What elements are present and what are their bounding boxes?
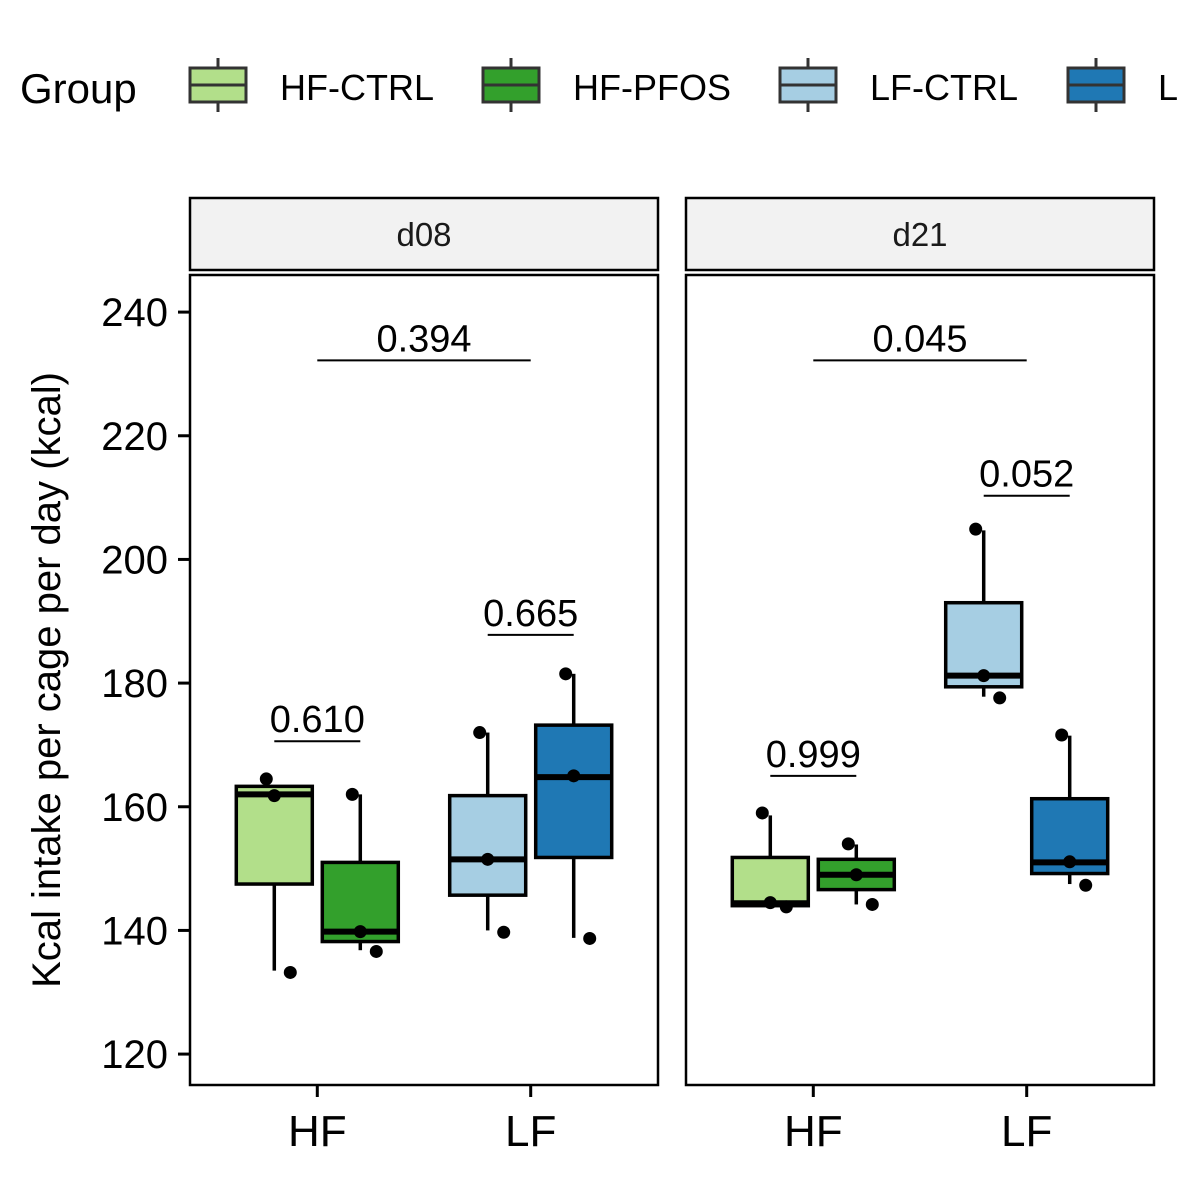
y-tick-label: 180 <box>101 662 168 706</box>
y-tick-label: 240 <box>101 291 168 335</box>
data-point <box>779 900 793 914</box>
box-body <box>533 723 614 860</box>
comparison: 0.999 <box>766 734 861 777</box>
data-point <box>481 852 495 866</box>
data-point <box>865 897 879 911</box>
comparison: 0.610 <box>270 699 365 743</box>
y-tick-label: 220 <box>101 415 168 459</box>
panel-d08: d08 HF LF 0.394 0.610 0.665 <box>188 196 660 1156</box>
box-L <box>533 667 614 945</box>
strip-background <box>684 196 1156 272</box>
comparison: 0.394 <box>317 318 531 362</box>
legend-label: LF-CTRL <box>870 67 1018 108</box>
legend-item: L <box>1066 58 1178 112</box>
panel-border <box>188 273 660 1087</box>
box-LF-CTRL <box>447 726 528 939</box>
legend-item: HF-PFOS <box>481 58 731 112</box>
y-tick-label: 140 <box>101 909 168 953</box>
box-body <box>447 793 528 897</box>
data-point <box>353 925 367 939</box>
x-tick-label: HF <box>288 1107 347 1156</box>
data-point <box>567 769 581 783</box>
data-point <box>969 522 983 536</box>
box-body <box>234 784 315 886</box>
data-point <box>283 965 297 979</box>
y-axis: 120 140 160 180 200 220 240 <box>101 291 190 1077</box>
strip-label: d21 <box>892 216 947 253</box>
y-tick-label: 120 <box>101 1033 168 1077</box>
p-value-label: 0.394 <box>376 318 471 360</box>
y-tick-label: 200 <box>101 538 168 582</box>
data-point <box>1063 855 1077 869</box>
y-axis-title: Kcal intake per cage per day (kcal) <box>25 372 69 988</box>
legend-label: L <box>1158 67 1178 108</box>
panel-d21: d21 HF LF 0.045 0.999 0.052 <box>684 196 1156 1156</box>
box-L <box>1029 728 1110 892</box>
p-value-label: 0.045 <box>872 318 967 360</box>
p-value-label: 0.052 <box>979 454 1074 496</box>
data-point <box>267 789 281 803</box>
box-HF-PFOS <box>320 787 401 958</box>
data-point <box>369 944 383 958</box>
y-tick-label: 160 <box>101 786 168 830</box>
data-point <box>583 931 597 945</box>
box-HF-CTRL <box>234 772 315 979</box>
p-value-label: 0.665 <box>483 593 578 635</box>
data-point <box>849 868 863 882</box>
comparison: 0.665 <box>483 593 578 636</box>
legend-item: HF-CTRL <box>188 58 434 112</box>
data-point <box>993 691 1007 705</box>
panel-border <box>684 273 1156 1087</box>
box-HF-PFOS <box>816 837 897 911</box>
data-point <box>259 772 273 786</box>
data-point <box>559 667 573 681</box>
data-point <box>345 787 359 801</box>
data-point <box>755 806 769 820</box>
data-point <box>763 896 777 910</box>
data-point <box>497 925 511 939</box>
data-point <box>1055 728 1069 742</box>
x-tick-label: LF <box>505 1107 556 1156</box>
p-value-label: 0.999 <box>766 734 861 776</box>
panels: 120 140 160 180 200 220 240 d08 HF LF 0.394 0.610 0.… <box>101 196 1156 1156</box>
x-tick-label: LF <box>1001 1107 1052 1156</box>
strip-label: d08 <box>396 216 451 253</box>
legend-item: LF-CTRL <box>778 58 1018 112</box>
box-HF-CTRL <box>730 806 811 914</box>
data-point <box>473 726 487 740</box>
data-point <box>841 837 855 851</box>
comparison: 0.052 <box>979 454 1074 497</box>
y-axis-title-group: Kcal intake per cage per day (kcal) <box>25 372 69 988</box>
box-body <box>320 860 401 944</box>
data-point <box>977 669 991 683</box>
p-value-label: 0.610 <box>270 699 365 741</box>
strip-background <box>188 196 660 272</box>
comparison: 0.045 <box>813 318 1027 362</box>
legend-label: HF-CTRL <box>280 67 434 108</box>
x-tick-label: HF <box>784 1107 843 1156</box>
box-LF-CTRL <box>943 522 1024 705</box>
legend: Group HF-CTRL HF-PFOS LF-CTRL L <box>20 58 1178 112</box>
data-point <box>1079 878 1093 892</box>
legend-label: HF-PFOS <box>573 67 731 108</box>
legend-title: Group <box>20 65 137 112</box>
